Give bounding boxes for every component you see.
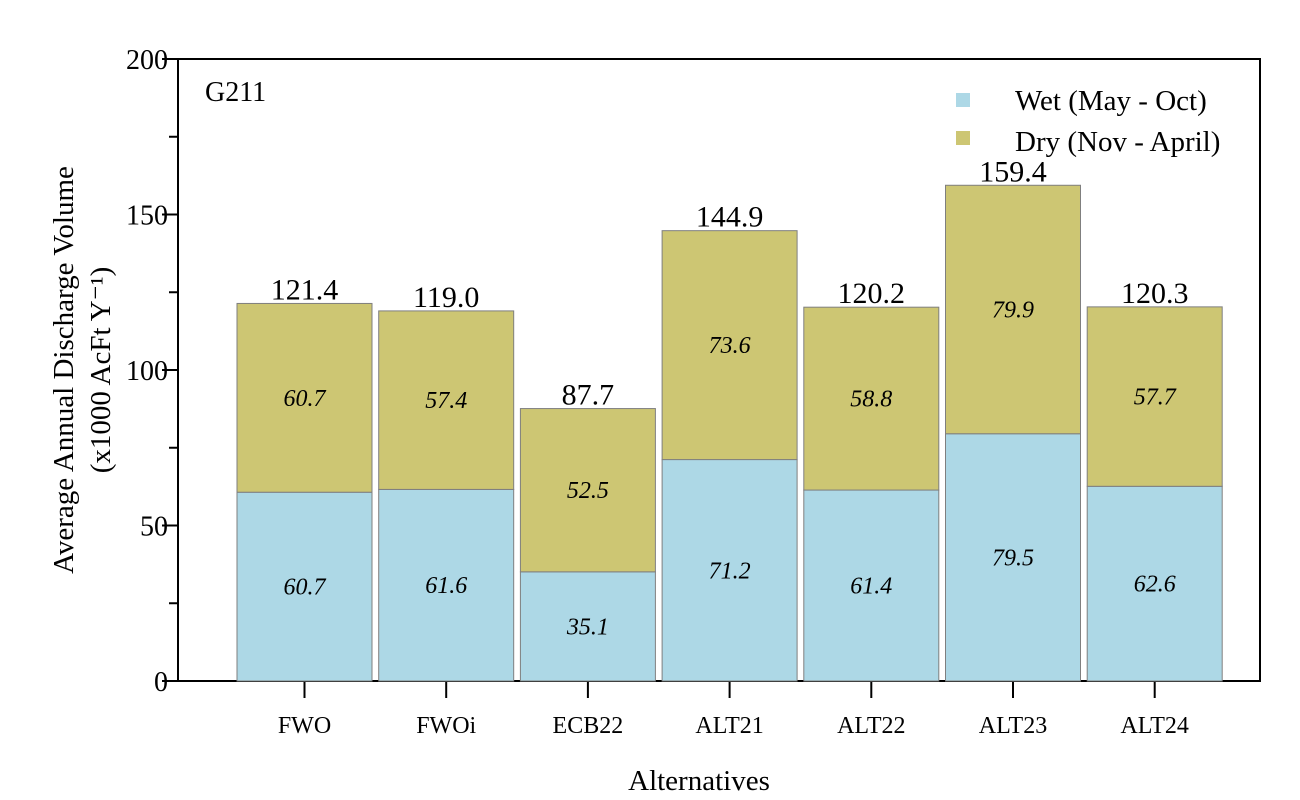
- y-tick-label: 50: [140, 512, 168, 543]
- legend-label-dry: Dry (Nov - April): [1015, 126, 1220, 158]
- segment-value-label: 57.4: [425, 388, 467, 414]
- legend-swatch-wet: [956, 93, 970, 107]
- x-tick-label: ALT21: [695, 713, 763, 739]
- x-tick-label: ECB22: [553, 713, 624, 739]
- bars: [236, 184, 1223, 682]
- segment-value-label: 61.4: [850, 574, 892, 600]
- bar-segment-dry: [803, 306, 940, 491]
- segment-value-label: 62.6: [1134, 572, 1176, 598]
- segment-value-label: 35.1: [566, 614, 609, 640]
- bar-segment-wet: [519, 571, 656, 682]
- bar-segment-dry: [236, 302, 373, 493]
- x-tick-label: ALT23: [979, 713, 1047, 739]
- x-tick-label: FWOi: [416, 713, 476, 739]
- segment-value-label: 79.9: [992, 298, 1034, 324]
- bar-segment-wet: [661, 459, 798, 682]
- segment-value-label: 71.2: [709, 558, 751, 584]
- bar-segment-wet: [803, 489, 940, 682]
- bar-segment-wet: [945, 433, 1081, 682]
- bar-segment-wet: [378, 488, 515, 682]
- y-tick-label: 200: [126, 45, 168, 76]
- bar-total-label: 119.0: [413, 281, 479, 314]
- y-axis: 0 50 100 150 200: [126, 45, 178, 698]
- x-tick-label: FWO: [278, 713, 331, 739]
- bar-total-label: 87.7: [562, 379, 615, 412]
- y-axis-title-line2: (x1000 AcFt Y⁻¹): [85, 267, 117, 474]
- segment-value-label: 57.7: [1134, 385, 1177, 411]
- bar-labels: 60.7 60.7 121.4 61.6 57.4 119.0 35.1 52.5 87.7 71…: [271, 155, 1189, 640]
- bar-total-label: 159.4: [979, 155, 1047, 188]
- bar-segment-dry: [378, 310, 515, 490]
- y-tick-label: 100: [126, 356, 168, 387]
- y-tick-label: 150: [126, 201, 168, 232]
- bar-total-label: 120.2: [838, 277, 906, 310]
- x-axis-title: Alternatives: [628, 765, 770, 797]
- segment-value-label: 73.6: [709, 333, 751, 359]
- segment-value-label: 58.8: [850, 387, 892, 413]
- y-tick-label: 0: [154, 667, 168, 698]
- legend-label-wet: Wet (May - Oct): [1015, 85, 1207, 117]
- x-tick-label: ALT22: [837, 713, 905, 739]
- bar-segment-dry: [945, 184, 1081, 435]
- y-axis-title-line1: Average Annual Discharge Volume: [48, 166, 80, 574]
- x-tick-label: ALT24: [1120, 713, 1188, 739]
- legend-swatch-dry: [956, 131, 970, 145]
- bar-total-label: 144.9: [696, 201, 764, 234]
- bar-total-label: 120.3: [1121, 277, 1189, 310]
- segment-value-label: 60.7: [284, 575, 327, 601]
- bar-segment-dry: [519, 408, 656, 573]
- segment-value-label: 79.5: [992, 545, 1034, 571]
- segment-value-label: 61.6: [425, 573, 467, 599]
- bar-segment-wet: [1086, 485, 1223, 682]
- bar-total-label: 121.4: [271, 273, 339, 306]
- bar-segment-dry: [661, 230, 798, 461]
- legend: Wet (May - Oct) Dry (Nov - April): [956, 85, 1220, 158]
- segment-value-label: 60.7: [284, 386, 327, 412]
- panel-label: G211: [205, 77, 266, 108]
- bar-segment-wet: [236, 491, 373, 682]
- segment-value-label: 52.5: [567, 478, 609, 504]
- x-axis: FWO FWOi ECB22 ALT21 ALT22 ALT23 ALT24: [278, 681, 1189, 739]
- bar-segment-dry: [1086, 306, 1223, 487]
